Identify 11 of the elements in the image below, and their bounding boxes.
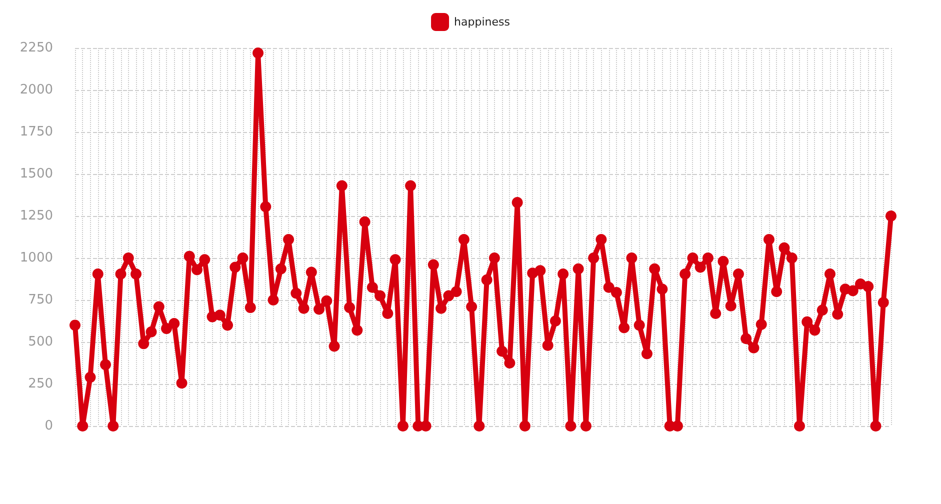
y-tick-label: 750 [28,292,53,308]
legend-label: happiness [454,16,510,28]
y-tick-label: 250 [28,376,53,392]
y-tick-label: 500 [28,334,53,350]
y-tick-label: 1750 [20,124,53,140]
y-tick-label: 1250 [20,208,53,224]
y-tick-label: 2250 [20,40,53,56]
y-tick-label: 1500 [20,166,53,182]
y-tick-label: 1000 [20,250,53,266]
y-tick-label: 0 [44,418,53,434]
y-tick-label: 2000 [20,82,53,98]
